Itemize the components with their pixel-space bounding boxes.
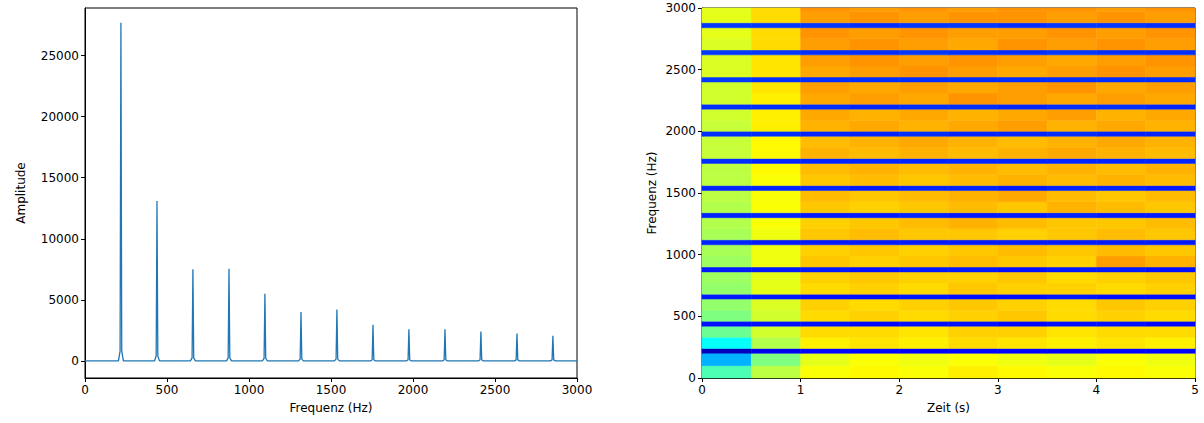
svg-text:2: 2 bbox=[895, 383, 903, 397]
svg-text:1500: 1500 bbox=[665, 186, 696, 200]
svg-text:Zeit (s): Zeit (s) bbox=[927, 401, 970, 415]
svg-text:1: 1 bbox=[797, 383, 805, 397]
svg-text:Frequenz (Hz): Frequenz (Hz) bbox=[645, 151, 659, 234]
svg-text:0: 0 bbox=[81, 383, 89, 397]
svg-text:500: 500 bbox=[156, 383, 179, 397]
svg-text:5000: 5000 bbox=[48, 293, 79, 307]
svg-text:1000: 1000 bbox=[665, 248, 696, 262]
svg-text:Amplitude: Amplitude bbox=[14, 162, 28, 224]
svg-text:15000: 15000 bbox=[41, 171, 79, 185]
svg-text:2500: 2500 bbox=[665, 63, 696, 77]
svg-text:0: 0 bbox=[688, 371, 696, 385]
svg-text:4: 4 bbox=[1093, 383, 1101, 397]
svg-text:0: 0 bbox=[698, 383, 706, 397]
svg-text:2500: 2500 bbox=[480, 383, 511, 397]
svg-text:3000: 3000 bbox=[562, 383, 593, 397]
svg-text:2000: 2000 bbox=[665, 124, 696, 138]
svg-text:2000: 2000 bbox=[398, 383, 429, 397]
svg-text:3: 3 bbox=[994, 383, 1002, 397]
svg-text:20000: 20000 bbox=[41, 110, 79, 124]
svg-text:3000: 3000 bbox=[665, 1, 696, 15]
svg-text:1000: 1000 bbox=[234, 383, 265, 397]
svg-text:10000: 10000 bbox=[41, 232, 79, 246]
svg-text:5: 5 bbox=[1191, 383, 1199, 397]
svg-text:25000: 25000 bbox=[41, 49, 79, 63]
svg-text:1500: 1500 bbox=[316, 383, 347, 397]
svg-text:Frequenz (Hz): Frequenz (Hz) bbox=[289, 401, 372, 415]
svg-text:0: 0 bbox=[71, 354, 79, 368]
svg-text:500: 500 bbox=[673, 309, 696, 323]
